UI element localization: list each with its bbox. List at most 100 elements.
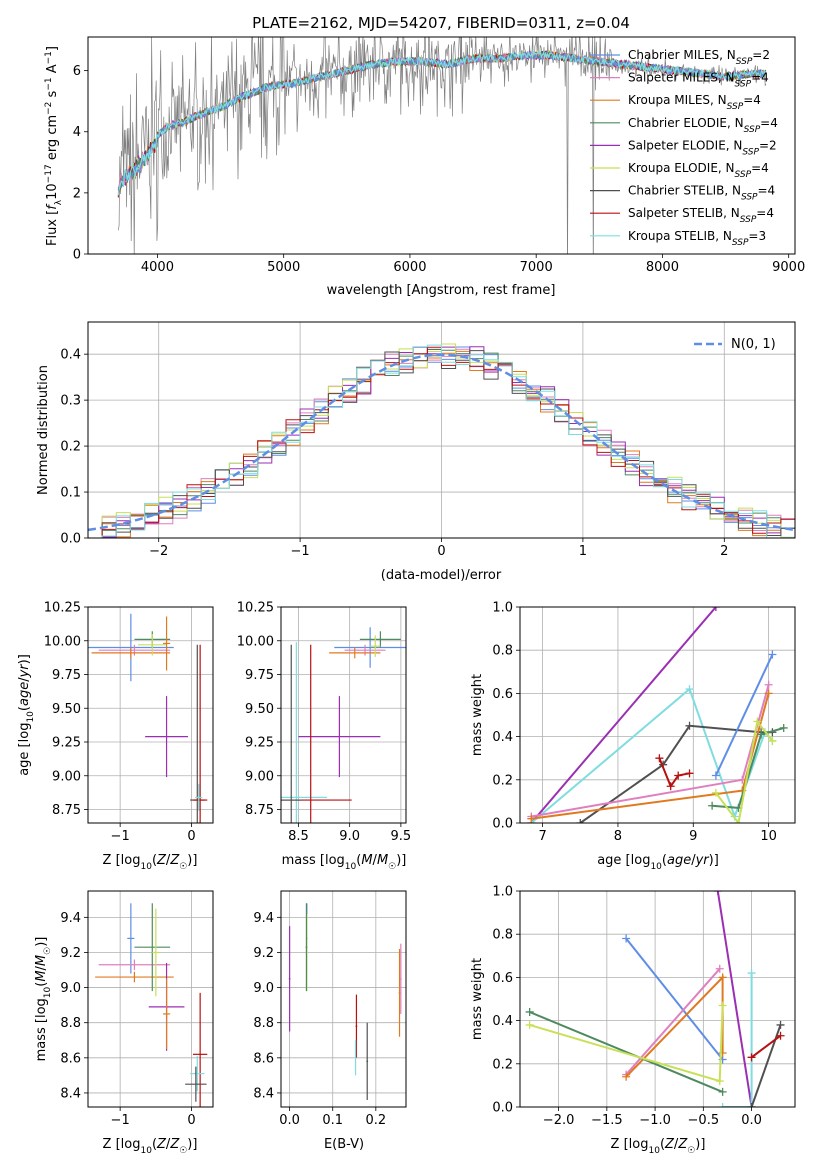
y-tick-label: 9.50 bbox=[52, 702, 81, 717]
series-chabrier_elodie bbox=[529, 1011, 723, 1093]
y-tick-label: 8.4 bbox=[253, 1086, 274, 1101]
y-tick-label: 9.0 bbox=[253, 981, 274, 996]
legend-entry: Salpeter STELIB, NSSP=4 bbox=[628, 206, 774, 225]
marker-kroupa_miles bbox=[622, 1072, 631, 1081]
plot-content bbox=[527, 607, 788, 823]
legend: N(0, 1) bbox=[694, 337, 776, 352]
plot-content bbox=[281, 627, 406, 823]
x-axis-label: Z [log10(Z/Z☉)] bbox=[611, 1137, 706, 1156]
marker-kroupa_stelib bbox=[747, 969, 756, 978]
y-tick-label: 2 bbox=[73, 186, 81, 201]
plot-content bbox=[88, 343, 795, 538]
model-spectrum-kroupa_stelib bbox=[117, 50, 767, 196]
y-tick-label: 10.25 bbox=[237, 601, 274, 616]
y-tick-label: 0.1 bbox=[60, 486, 81, 501]
marker-chabrier_elodie bbox=[525, 1007, 534, 1016]
series-chabrier_miles bbox=[625, 937, 724, 1061]
marker-chabrier_miles bbox=[711, 771, 720, 780]
axes-frame bbox=[87, 36, 796, 255]
y-tick-label: 6 bbox=[73, 64, 81, 79]
marker-chabrier_miles bbox=[622, 934, 631, 943]
marker-chabrier_elodie bbox=[718, 1087, 727, 1096]
y-axis-label: mass [log10(M/M☉)] bbox=[34, 937, 53, 1062]
marker-salpeter_stelib bbox=[666, 782, 675, 791]
marker-kroupa_stelib bbox=[685, 685, 694, 694]
marker-chabrier_elodie bbox=[757, 730, 766, 739]
y-tick-label: 9.0 bbox=[60, 981, 81, 996]
marker-salpeter_stelib bbox=[685, 769, 694, 778]
x-tick-label: 9.0 bbox=[339, 829, 360, 844]
series-salpeter_stelib bbox=[751, 1034, 782, 1059]
x-tick-label: −1.0 bbox=[639, 1113, 671, 1128]
marker-salpeter_stelib bbox=[674, 771, 683, 780]
x-tick-label: 10 bbox=[760, 829, 777, 844]
x-tick-label: 5000 bbox=[267, 260, 300, 275]
y-tick-label: 8.6 bbox=[253, 1051, 274, 1066]
x-axis-label: E(B-V) bbox=[324, 1137, 364, 1152]
y-tick-label: 10.00 bbox=[237, 634, 274, 649]
y-tick-label: 8.6 bbox=[60, 1051, 81, 1066]
plot-area bbox=[281, 891, 406, 1107]
y-tick-label: 9.25 bbox=[52, 736, 81, 751]
y-tick-label: 8.75 bbox=[52, 803, 81, 818]
y-axis-label: Normed distribution bbox=[36, 365, 51, 495]
x-axis-label: wavelength [Angstrom, rest frame] bbox=[327, 283, 556, 298]
marker-kroupa_stelib bbox=[718, 1103, 727, 1107]
x-tick-label: 0.2 bbox=[365, 1113, 386, 1128]
legend-entry: Chabrier MILES, NSSP=2 bbox=[628, 48, 770, 67]
x-tick-label: 8000 bbox=[646, 260, 679, 275]
axes-spectrum: 4000 5000 6000 7000 8000 9000 0 2 4 6 bbox=[73, 36, 805, 275]
y-tick-label: 9.75 bbox=[245, 668, 274, 683]
axes-mass_vs_Z: −1 0 8.4 8.6 8.8 9.0 9.2 9.4 bbox=[60, 890, 214, 1128]
marker-kroupa_elodie bbox=[715, 1077, 724, 1086]
plot-content bbox=[117, 37, 767, 254]
axes-frame bbox=[280, 606, 407, 824]
axes-massweight_vs_age: 7 8 9 10 0.0 0.2 0.4 0.6 0.8 1.0 bbox=[492, 601, 796, 844]
x-tick-label: −1.5 bbox=[591, 1113, 623, 1128]
legend-entry: Chabrier ELODIE, NSSP=4 bbox=[628, 116, 778, 135]
x-tick-label: 0.0 bbox=[279, 1113, 300, 1128]
y-tick-label: 9.4 bbox=[253, 911, 274, 926]
x-tick-label: 2 bbox=[720, 544, 728, 559]
marker-chabrier_miles bbox=[768, 650, 777, 659]
plot-content bbox=[95, 903, 208, 1107]
y-tick-label: 0.2 bbox=[492, 1057, 513, 1072]
marker-kroupa_elodie bbox=[734, 819, 743, 823]
x-tick-label: 7 bbox=[538, 829, 546, 844]
marker-kroupa_elodie bbox=[718, 1001, 727, 1010]
y-tick-label: 8.75 bbox=[245, 803, 274, 818]
y-tick-label: 9.00 bbox=[245, 769, 274, 784]
y-tick-label: 8.8 bbox=[253, 1016, 274, 1031]
axes-massweight_vs_Z: −2.0 −1.5 −1.0 −0.5 0.0 0.0 0.2 0.4 0.6 0.8 1.0 bbox=[492, 885, 796, 1128]
plot-area bbox=[88, 607, 213, 823]
y-tick-label: 8.4 bbox=[60, 1086, 81, 1101]
legend-entry: Kroupa STELIB, NSSP=3 bbox=[628, 229, 766, 248]
y-tick-label: 0.4 bbox=[492, 1014, 513, 1029]
series-kroupa_stelib bbox=[722, 973, 753, 1107]
axes-frame bbox=[87, 606, 214, 824]
y-tick-label: 0.6 bbox=[492, 971, 513, 986]
x-tick-label: 0 bbox=[187, 1113, 195, 1128]
axes-age_vs_Z: −1 0 8.75 9.00 9.25 9.50 9.75 10.00 10.25 bbox=[44, 601, 214, 844]
y-axis-label: mass weight bbox=[470, 958, 485, 1040]
y-tick-label: 9.50 bbox=[245, 702, 274, 717]
marker-kroupa_elodie bbox=[525, 1020, 534, 1029]
x-tick-label: 0.1 bbox=[322, 1113, 343, 1128]
marker-chabrier_elodie bbox=[708, 801, 717, 810]
plot-content bbox=[88, 613, 208, 823]
marker-salpeter_miles bbox=[764, 680, 773, 689]
x-tick-label: 8 bbox=[614, 829, 622, 844]
x-tick-label: 7000 bbox=[520, 260, 553, 275]
y-tick-label: 0.0 bbox=[492, 817, 513, 832]
x-tick-label: 4000 bbox=[141, 260, 174, 275]
marker-chabrier_stelib bbox=[685, 721, 694, 730]
y-tick-label: 9.2 bbox=[253, 946, 274, 961]
y-axis-label: Flux [fλ10−17 erg cm−2 s−1 A−1] bbox=[44, 46, 64, 246]
legend: Chabrier MILES, NSSP=2 Salpeter MILES, NS… bbox=[590, 48, 778, 248]
y-tick-label: 10.25 bbox=[44, 601, 81, 616]
y-tick-label: 1.0 bbox=[492, 601, 513, 616]
marker-kroupa_miles bbox=[527, 814, 536, 823]
x-tick-label: −1 bbox=[291, 544, 310, 559]
data-spectrum bbox=[117, 37, 767, 254]
